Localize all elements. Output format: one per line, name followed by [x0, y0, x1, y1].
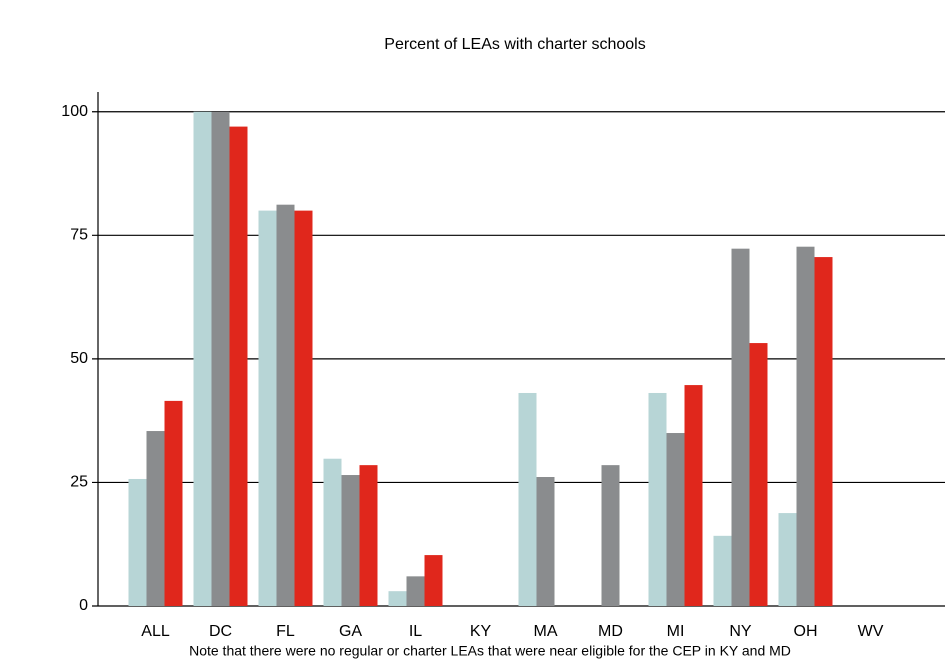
- x-tick-label: GA: [339, 623, 362, 640]
- x-tick-label: MD: [598, 623, 623, 640]
- bar: [536, 477, 555, 606]
- bar: [684, 385, 703, 606]
- bar: [128, 478, 147, 606]
- bar: [814, 257, 833, 606]
- x-tick-label: IL: [409, 623, 422, 640]
- bar: [164, 400, 183, 606]
- x-tick-label: KY: [470, 623, 492, 640]
- bar: [258, 210, 277, 606]
- bar: [731, 248, 750, 607]
- bar: [518, 392, 537, 606]
- chart-title: Percent of LEAs with charter schools: [384, 36, 645, 53]
- x-tick-label: NY: [729, 623, 752, 640]
- bar: [778, 513, 797, 606]
- x-tick-label: FL: [276, 623, 295, 640]
- bar: [211, 111, 230, 607]
- bar: [424, 555, 443, 606]
- x-tick-label: ALL: [141, 623, 170, 640]
- y-tick-label: 50: [70, 350, 88, 367]
- bar: [648, 392, 667, 606]
- bar: [146, 431, 165, 606]
- y-tick-label: 75: [70, 227, 88, 244]
- bar: [294, 210, 313, 606]
- bar: [796, 246, 815, 607]
- x-tick-label: OH: [794, 623, 818, 640]
- x-tick-label: DC: [209, 623, 232, 640]
- y-tick-label: 0: [79, 597, 88, 614]
- bar: [388, 591, 407, 606]
- x-tick-label: MI: [667, 623, 685, 640]
- bar: [713, 535, 732, 606]
- bar: [749, 343, 768, 606]
- bar: [229, 126, 248, 606]
- y-tick-label: 100: [61, 103, 88, 120]
- x-tick-label: WV: [858, 623, 884, 640]
- chart-note: Note that there were no regular or chart…: [189, 643, 791, 659]
- y-tick-label: 25: [70, 474, 88, 491]
- bar: [406, 576, 425, 606]
- bar: [666, 433, 685, 606]
- bar: [341, 475, 360, 606]
- bar: [276, 204, 295, 606]
- bar: [323, 458, 342, 606]
- bar: [193, 111, 212, 607]
- bar: [359, 465, 378, 606]
- bar: [601, 465, 620, 606]
- x-tick-label: MA: [534, 623, 558, 640]
